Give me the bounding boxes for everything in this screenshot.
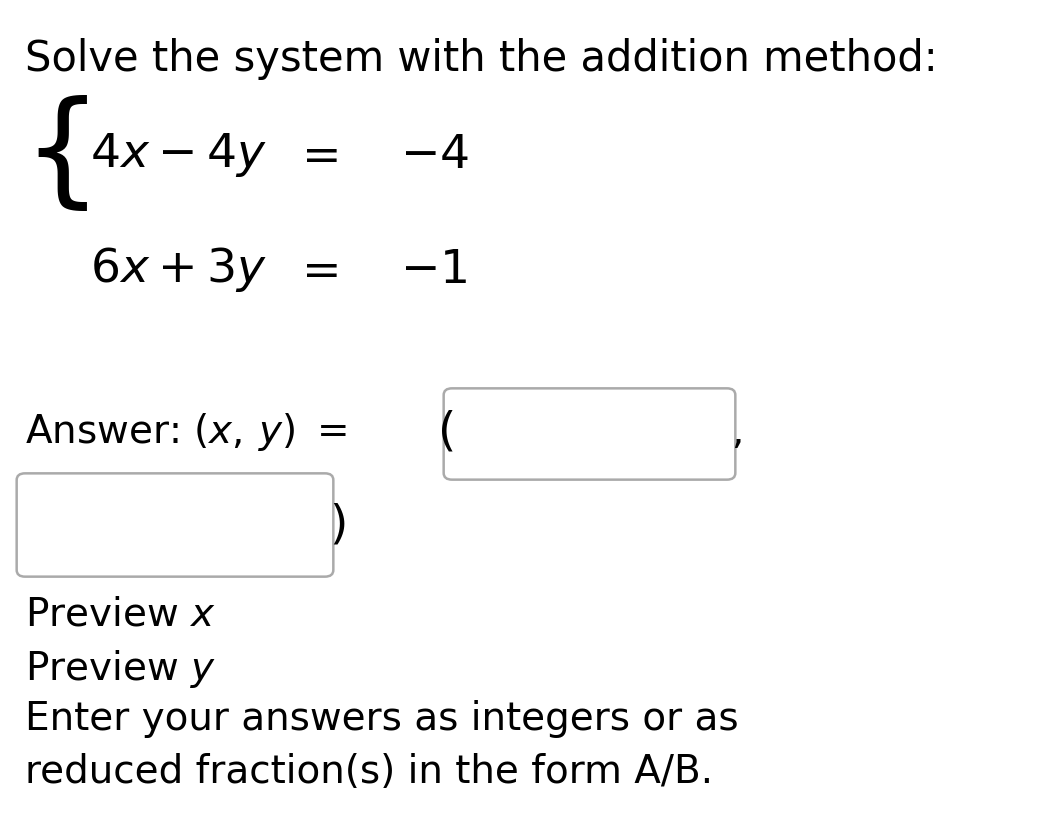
Text: Answer: $(x,\, y)$ $=$: Answer: $(x,\, y)$ $=$ [25,411,347,453]
FancyBboxPatch shape [17,474,333,577]
Text: $\{$: $\{$ [22,95,88,215]
Text: $-4$: $-4$ [400,132,469,178]
Text: Enter your answers as integers or as
reduced fraction(s) in the form A/B.: Enter your answers as integers or as red… [25,700,739,791]
Text: ,: , [731,413,743,451]
Text: ): ) [329,503,347,548]
Text: $-1$: $-1$ [400,248,468,293]
Text: Solve the system with the addition method:: Solve the system with the addition metho… [25,38,938,80]
Text: $=$: $=$ [292,248,338,293]
Text: Preview $y$: Preview $y$ [25,648,216,690]
FancyBboxPatch shape [444,388,736,479]
Text: (: ( [438,410,456,455]
Text: $6x + 3y$: $6x + 3y$ [90,245,267,294]
Text: $=$: $=$ [292,132,338,178]
Text: Preview $x$: Preview $x$ [25,595,216,633]
Text: $4x - 4y$: $4x - 4y$ [90,131,267,179]
